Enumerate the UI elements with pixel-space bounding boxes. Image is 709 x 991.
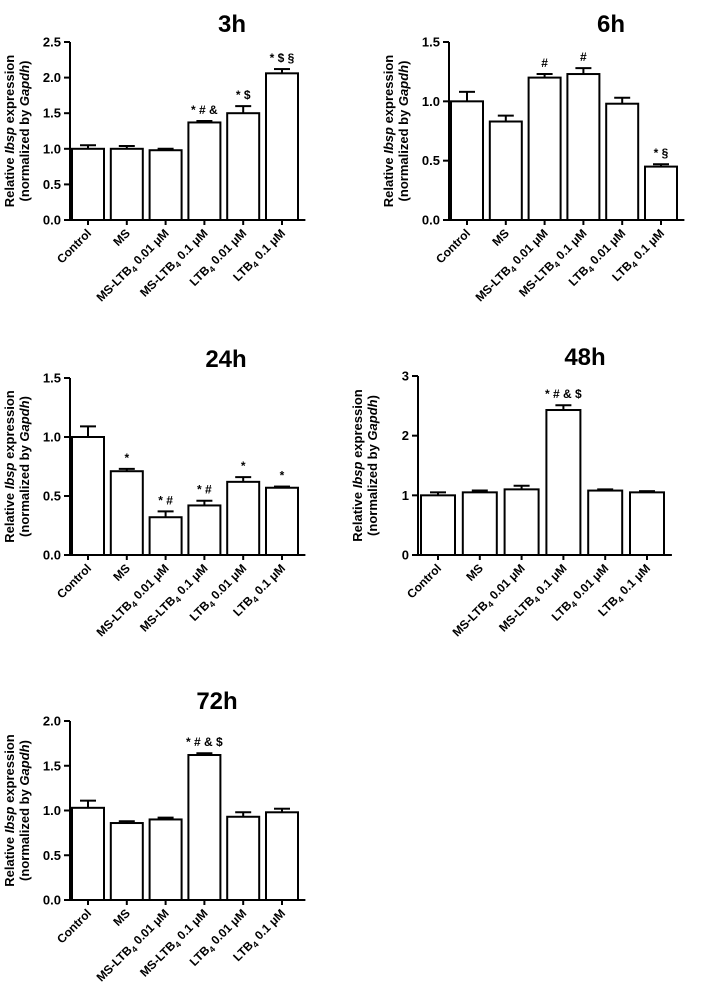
y-axis-label-line2: (normalized by Gapdh) <box>365 395 380 536</box>
bar <box>226 815 261 902</box>
bar <box>187 754 222 902</box>
bar <box>226 112 261 221</box>
bar <box>265 811 299 901</box>
bar <box>226 480 261 556</box>
bar <box>527 76 562 221</box>
significance-label: * # & $ <box>545 387 582 401</box>
bar <box>629 491 665 557</box>
chart-panel-6h: 6h Relative Ibsp expression(normalized by… <box>381 11 685 304</box>
x-category-label: MS <box>463 561 486 584</box>
y-axis-label-line2: (normalized by Gapdh) <box>17 740 32 881</box>
x-category-label: Control <box>433 226 473 266</box>
bar <box>187 504 222 557</box>
x-category-label: MS <box>110 561 133 584</box>
y-tick-label: 1.5 <box>422 35 440 50</box>
bar <box>420 494 456 557</box>
significance-label: * $ <box>236 88 251 102</box>
bar <box>566 73 601 222</box>
chart-title: 48h <box>564 344 605 371</box>
chart-title: 3h <box>218 11 246 38</box>
bar <box>587 489 624 556</box>
y-tick-label: 1.0 <box>43 141 61 156</box>
significance-label: * § <box>654 146 669 160</box>
x-category-label: Control <box>404 561 444 601</box>
bar <box>109 470 144 556</box>
y-tick-label: 0.0 <box>43 893 61 908</box>
y-tick-label: 0.0 <box>43 548 61 563</box>
x-category-label: MS <box>110 906 133 929</box>
y-tick-label: 3 <box>402 369 409 384</box>
x-category-label: MS <box>110 226 133 249</box>
y-tick-label: 0 <box>402 548 409 563</box>
y-tick-label: 0.0 <box>422 213 440 228</box>
y-tick-label: 0.0 <box>43 213 61 228</box>
bar <box>503 488 540 556</box>
bar <box>265 72 299 221</box>
bar <box>461 491 498 557</box>
y-tick-label: 2.5 <box>43 35 61 50</box>
bar <box>488 120 523 221</box>
y-axis-label-line2: (normalized by Gapdh) <box>17 396 32 537</box>
y-axis-label-line1: Relative Ibsp expression <box>2 55 17 208</box>
significance-label: * # & $ <box>186 735 223 749</box>
y-tick-label: 1.0 <box>422 94 440 109</box>
y-axis-label-line1: Relative Ibsp expression <box>2 734 17 887</box>
bar <box>545 409 582 557</box>
significance-label: * # <box>158 493 173 507</box>
chart-title: 6h <box>597 11 625 38</box>
significance-label: * # & <box>191 103 218 117</box>
y-tick-label: 2 <box>402 428 409 443</box>
y-tick-label: 0.5 <box>43 848 61 863</box>
chart-panel-48h: 48h Relative Ibsp expression(normalized b… <box>350 344 672 641</box>
y-tick-label: 1 <box>402 488 409 503</box>
y-axis-label-line2: (normalized by Gapdh) <box>17 61 32 202</box>
y-tick-label: 2.0 <box>43 70 61 85</box>
y-tick-label: 0.5 <box>43 177 61 192</box>
y-axis-label-line1: Relative Ibsp expression <box>2 390 17 543</box>
y-axis-label-line2: (normalized by Gapdh) <box>396 61 411 202</box>
significance-label: # <box>580 50 587 64</box>
significance-label: * <box>241 459 246 473</box>
y-tick-label: 1.0 <box>43 430 61 445</box>
chart-panel-24h: 24h Relative Ibsp expression(normalized b… <box>2 346 306 639</box>
y-tick-label: 1.5 <box>43 106 61 121</box>
y-tick-label: 0.5 <box>422 153 440 168</box>
y-tick-label: 1.0 <box>43 803 61 818</box>
x-category-label: Control <box>54 906 94 946</box>
bar <box>265 486 299 556</box>
bar <box>148 149 183 221</box>
bar <box>71 806 105 901</box>
bar <box>109 822 144 902</box>
significance-label: * $ § <box>270 51 295 65</box>
significance-label: # <box>541 56 548 70</box>
x-category-label: MS <box>489 226 512 249</box>
significance-label: * # <box>197 483 212 497</box>
significance-label: * <box>124 451 129 465</box>
bar <box>109 147 144 221</box>
bar <box>148 516 183 556</box>
bar <box>644 165 678 222</box>
x-category-label: Control <box>54 561 94 601</box>
chart-title: 72h <box>196 688 237 715</box>
bar <box>605 102 640 221</box>
bar <box>187 121 222 221</box>
y-tick-label: 1.5 <box>43 758 61 773</box>
y-axis-label-line1: Relative Ibsp expression <box>350 389 365 542</box>
y-tick-label: 1.5 <box>43 371 61 386</box>
y-axis-label-line1: Relative Ibsp expression <box>381 55 396 208</box>
bar <box>450 100 484 221</box>
bar <box>71 147 105 221</box>
chart-title: 24h <box>205 346 246 373</box>
chart-panel-72h: 72h Relative Ibsp expression(normalized b… <box>2 688 306 984</box>
y-tick-label: 0.5 <box>43 489 61 504</box>
x-category-label: Control <box>54 226 94 266</box>
x-category-label: MS-LTB4 0.01 μM <box>450 561 530 641</box>
chart-panel-3h: 3h Relative Ibsp expression(normalized by… <box>2 11 306 304</box>
bar <box>71 436 105 556</box>
significance-label: * <box>280 469 285 483</box>
y-tick-label: 2.0 <box>43 714 61 729</box>
bar <box>148 818 183 902</box>
